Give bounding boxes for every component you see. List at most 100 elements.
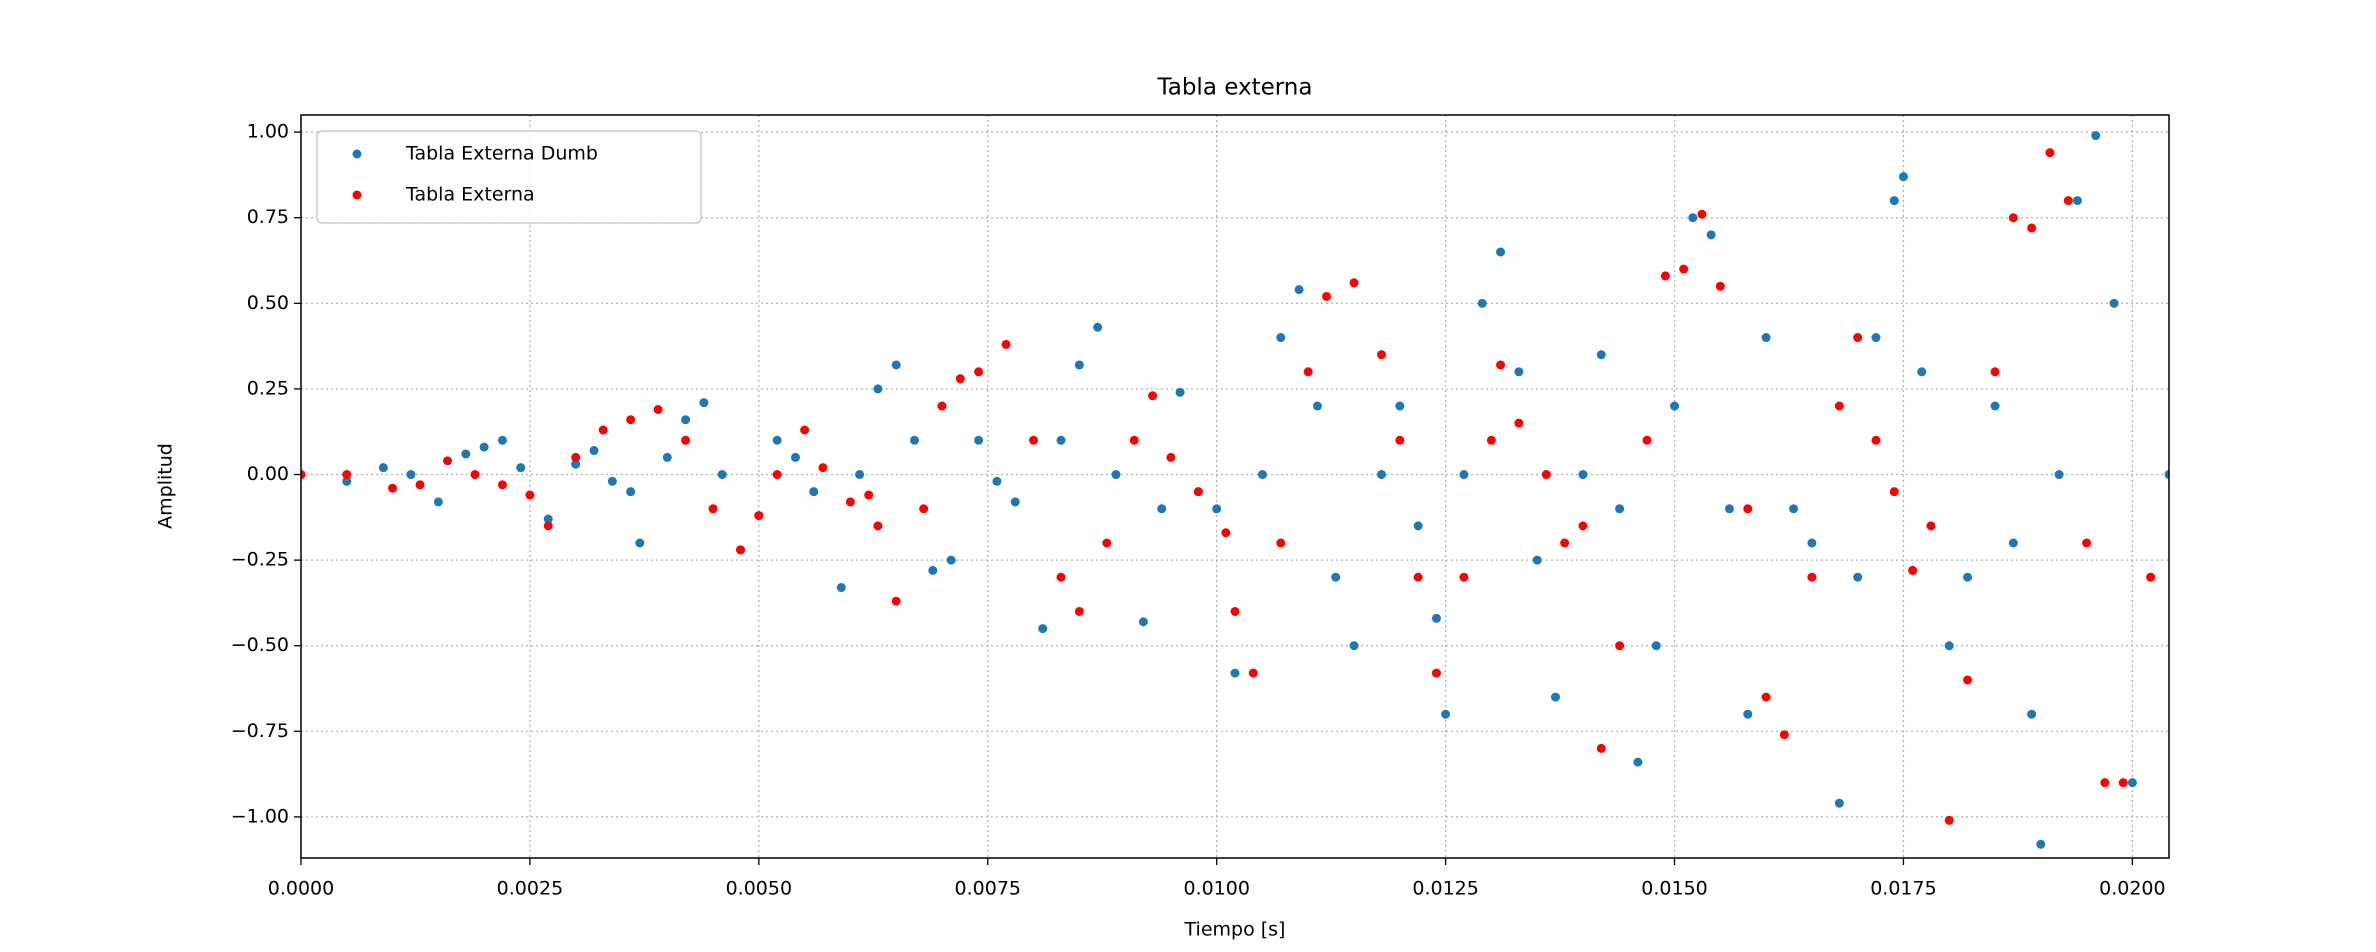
y-tick-label: 0.75 [247,206,289,228]
data-point [1074,606,1084,616]
data-point [2118,778,2128,788]
data-point [589,446,599,456]
data-point [754,511,764,521]
data-point [1761,333,1771,343]
data-point [571,452,581,462]
data-point [1560,538,1570,548]
data-point [873,384,883,394]
data-point [2100,778,2110,788]
x-tick-label: 0.0075 [955,878,1021,900]
data-point [342,470,352,480]
data-point [1413,521,1423,531]
data-point [470,470,480,480]
data-point [1660,271,1670,281]
data-point [1093,322,1103,332]
data-point [1889,487,1899,497]
data-point [497,435,507,445]
data-point [736,545,746,555]
y-tick-label: −0.25 [231,549,289,571]
chart-title: Tabla externa [1157,75,1313,101]
data-point [1102,538,1112,548]
data-point [1697,209,1707,219]
data-point [301,470,306,480]
data-point [2109,298,2119,308]
plot-frame [300,114,2170,859]
data-point [1633,757,1643,767]
y-tick-label: −0.75 [231,720,289,742]
data-point [1221,528,1231,538]
data-point [626,415,636,425]
data-point [443,456,453,466]
data-point [1257,470,1267,480]
data-point [864,490,874,500]
data-point [1276,333,1286,343]
y-tick-label: −1.00 [231,805,289,827]
data-point [1807,538,1817,548]
data-point [1578,521,1588,531]
data-point [717,470,727,480]
data-point [836,583,846,593]
data-point [1001,339,1011,349]
data-point [378,463,388,473]
x-axis-label: Tiempo [s] [1184,919,1286,941]
data-point [772,470,782,480]
data-point [1688,213,1698,223]
data-point [1615,641,1625,651]
data-point [2072,196,2082,206]
data-point [1230,668,1240,678]
data-point [1349,641,1359,651]
data-point [1651,641,1661,651]
data-point [919,504,929,514]
data-point [1917,367,1927,377]
data-point [1377,470,1387,480]
data-point [1944,815,1954,825]
data-point [525,490,535,500]
plot-area [301,131,2169,849]
data-point [809,487,819,497]
data-point [1789,504,1799,514]
x-tick-label: 0.0025 [497,878,563,900]
data-point [1496,360,1506,370]
data-point [2027,709,2037,719]
data-point [1743,504,1753,514]
data-point [1331,572,1341,582]
data-point [800,425,810,435]
data-point [1871,435,1881,445]
data-point [2008,538,2018,548]
data-point [1834,401,1844,411]
data-point [626,487,636,497]
data-point [818,463,828,473]
x-tick-label: 0.0150 [1641,878,1707,900]
data-point [662,452,672,462]
data-point [2164,470,2169,480]
y-tick-label: 0.00 [247,463,289,485]
data-point [1889,196,1899,206]
data-point [1230,606,1240,616]
data-point [1413,572,1423,582]
data-point [1990,367,2000,377]
data-point [2063,196,2073,206]
data-point [1578,470,1588,480]
data-point [1853,572,1863,582]
data-point [1431,613,1441,623]
data-point [2027,223,2037,233]
data-point [635,538,645,548]
data-point [2127,778,2137,788]
data-point [461,449,471,459]
data-point [1459,470,1469,480]
data-point [699,398,709,408]
data-point [1642,435,1652,445]
data-point [1550,692,1560,702]
data-point [891,596,901,606]
legend-label: Tabla Externa [405,184,535,206]
x-tick-label: 0.0000 [268,878,334,900]
data-point [2082,538,2092,548]
y-tick-label: −0.50 [231,634,289,656]
data-point [1212,504,1222,514]
data-point [1166,452,1176,462]
data-point [928,565,938,575]
data-point [992,476,1002,486]
data-point [497,480,507,490]
data-point [708,504,718,514]
data-point [937,401,947,411]
